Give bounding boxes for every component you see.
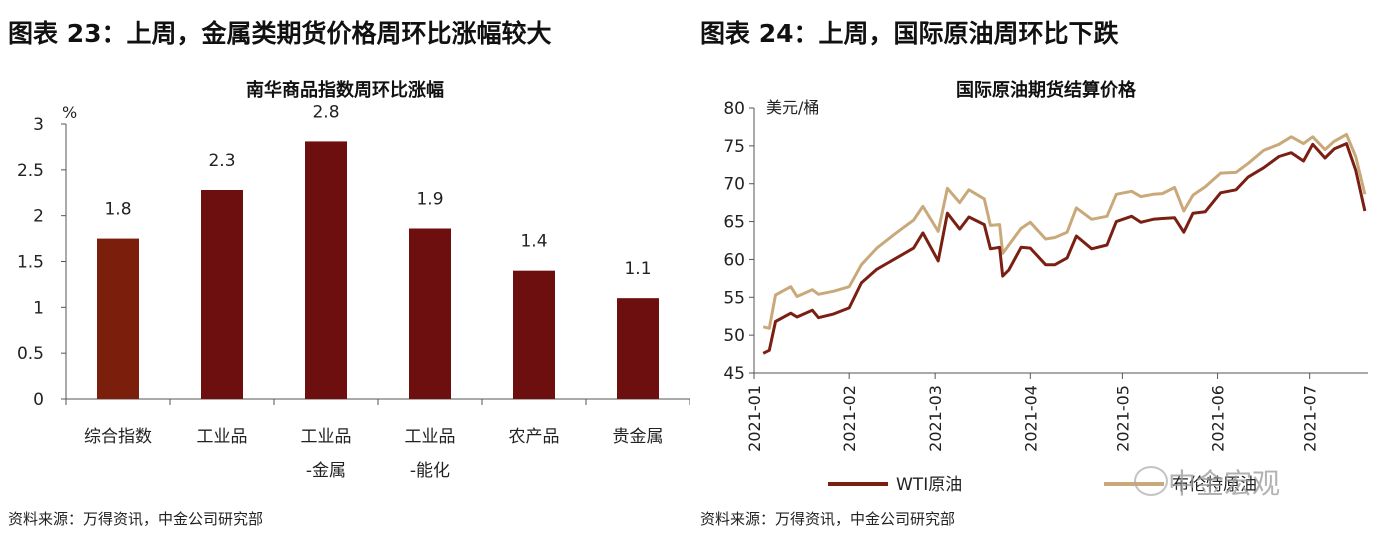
- x-category-label: 工业品: [197, 427, 248, 447]
- x-category-label: -能化: [410, 461, 450, 481]
- y-tick-label: 55: [723, 288, 745, 308]
- x-category-label: -金属: [306, 461, 346, 481]
- y-axis-unit-label: 美元/桶: [766, 98, 819, 117]
- bar-chart-commodity-index: 南华商品指数周环比涨幅% 0 0.5 1 1.5 2 2.5 3 1.8 综合指数 2.3 工业品 2.…: [17, 79, 690, 481]
- right-figure-heading: 图表 24：上周，国际原油周环比下跌: [700, 19, 1119, 48]
- bar: [305, 141, 347, 399]
- bar-value-label: 2.3: [208, 151, 235, 171]
- x-tick-label: 2021-03: [926, 385, 945, 452]
- bar: [513, 270, 555, 399]
- x-category-label: 综合指数: [84, 427, 152, 447]
- y-tick-label: 70: [723, 175, 745, 195]
- y-tick-label: 3: [33, 115, 44, 135]
- y-tick-label: 2: [33, 207, 44, 227]
- bar-value-label: 1.9: [416, 190, 443, 210]
- y-tick-label: 1: [33, 298, 44, 318]
- left-figure-heading: 图表 23：上周，金属类期货价格周环比涨幅较大: [8, 19, 552, 48]
- bar: [409, 228, 451, 399]
- bar: [97, 238, 139, 399]
- x-tick-label: 2021-07: [1301, 385, 1320, 452]
- y-tick-label: 2.5: [17, 161, 44, 181]
- wechat-logo-icon: [1134, 466, 1168, 496]
- y-tick-label: 1.5: [17, 253, 44, 273]
- chart-title: 南华商品指数周环比涨幅: [246, 79, 444, 101]
- y-tick-label: 80: [723, 99, 745, 119]
- bar-value-label: 1.8: [104, 200, 131, 220]
- y-tick-label: 60: [723, 250, 745, 270]
- bar-value-label: 1.1: [624, 259, 651, 279]
- x-tick-label: 2021-05: [1113, 385, 1132, 452]
- x-category-label: 工业品: [301, 427, 352, 447]
- y-axis-unit-label: %: [62, 103, 77, 122]
- series-line: [762, 142, 1367, 355]
- y-tick-label: 65: [723, 213, 745, 233]
- x-tick-label: 2021-02: [840, 385, 859, 452]
- x-tick-label: 2021-04: [1021, 385, 1040, 452]
- legend-label: WTI原油: [896, 475, 962, 495]
- y-tick-label: 75: [723, 137, 745, 157]
- x-tick-label: 2021-01: [745, 385, 764, 452]
- bar-value-label: 2.8: [312, 102, 339, 122]
- y-tick-label: 45: [723, 364, 745, 384]
- bar: [617, 298, 659, 399]
- y-tick-label: 0.5: [17, 344, 44, 364]
- legend-label: 布伦特原油: [1172, 475, 1257, 495]
- x-category-label: 工业品: [405, 427, 456, 447]
- y-tick-label: 50: [723, 326, 745, 346]
- right-source-note: 资料来源：万得资讯，中金公司研究部: [700, 510, 956, 528]
- left-source-note: 资料来源：万得资讯，中金公司研究部: [8, 510, 264, 528]
- watermark-text: 中金宏观: [1168, 467, 1281, 500]
- series-line: [762, 133, 1367, 330]
- x-category-label: 农产品: [509, 427, 560, 447]
- chart-title: 国际原油期货结算价格: [956, 79, 1137, 101]
- y-tick-label: 0: [33, 390, 44, 410]
- bar: [201, 190, 243, 399]
- bar-value-label: 1.4: [520, 232, 547, 252]
- x-category-label: 贵金属: [613, 427, 664, 447]
- x-tick-label: 2021-06: [1209, 385, 1228, 452]
